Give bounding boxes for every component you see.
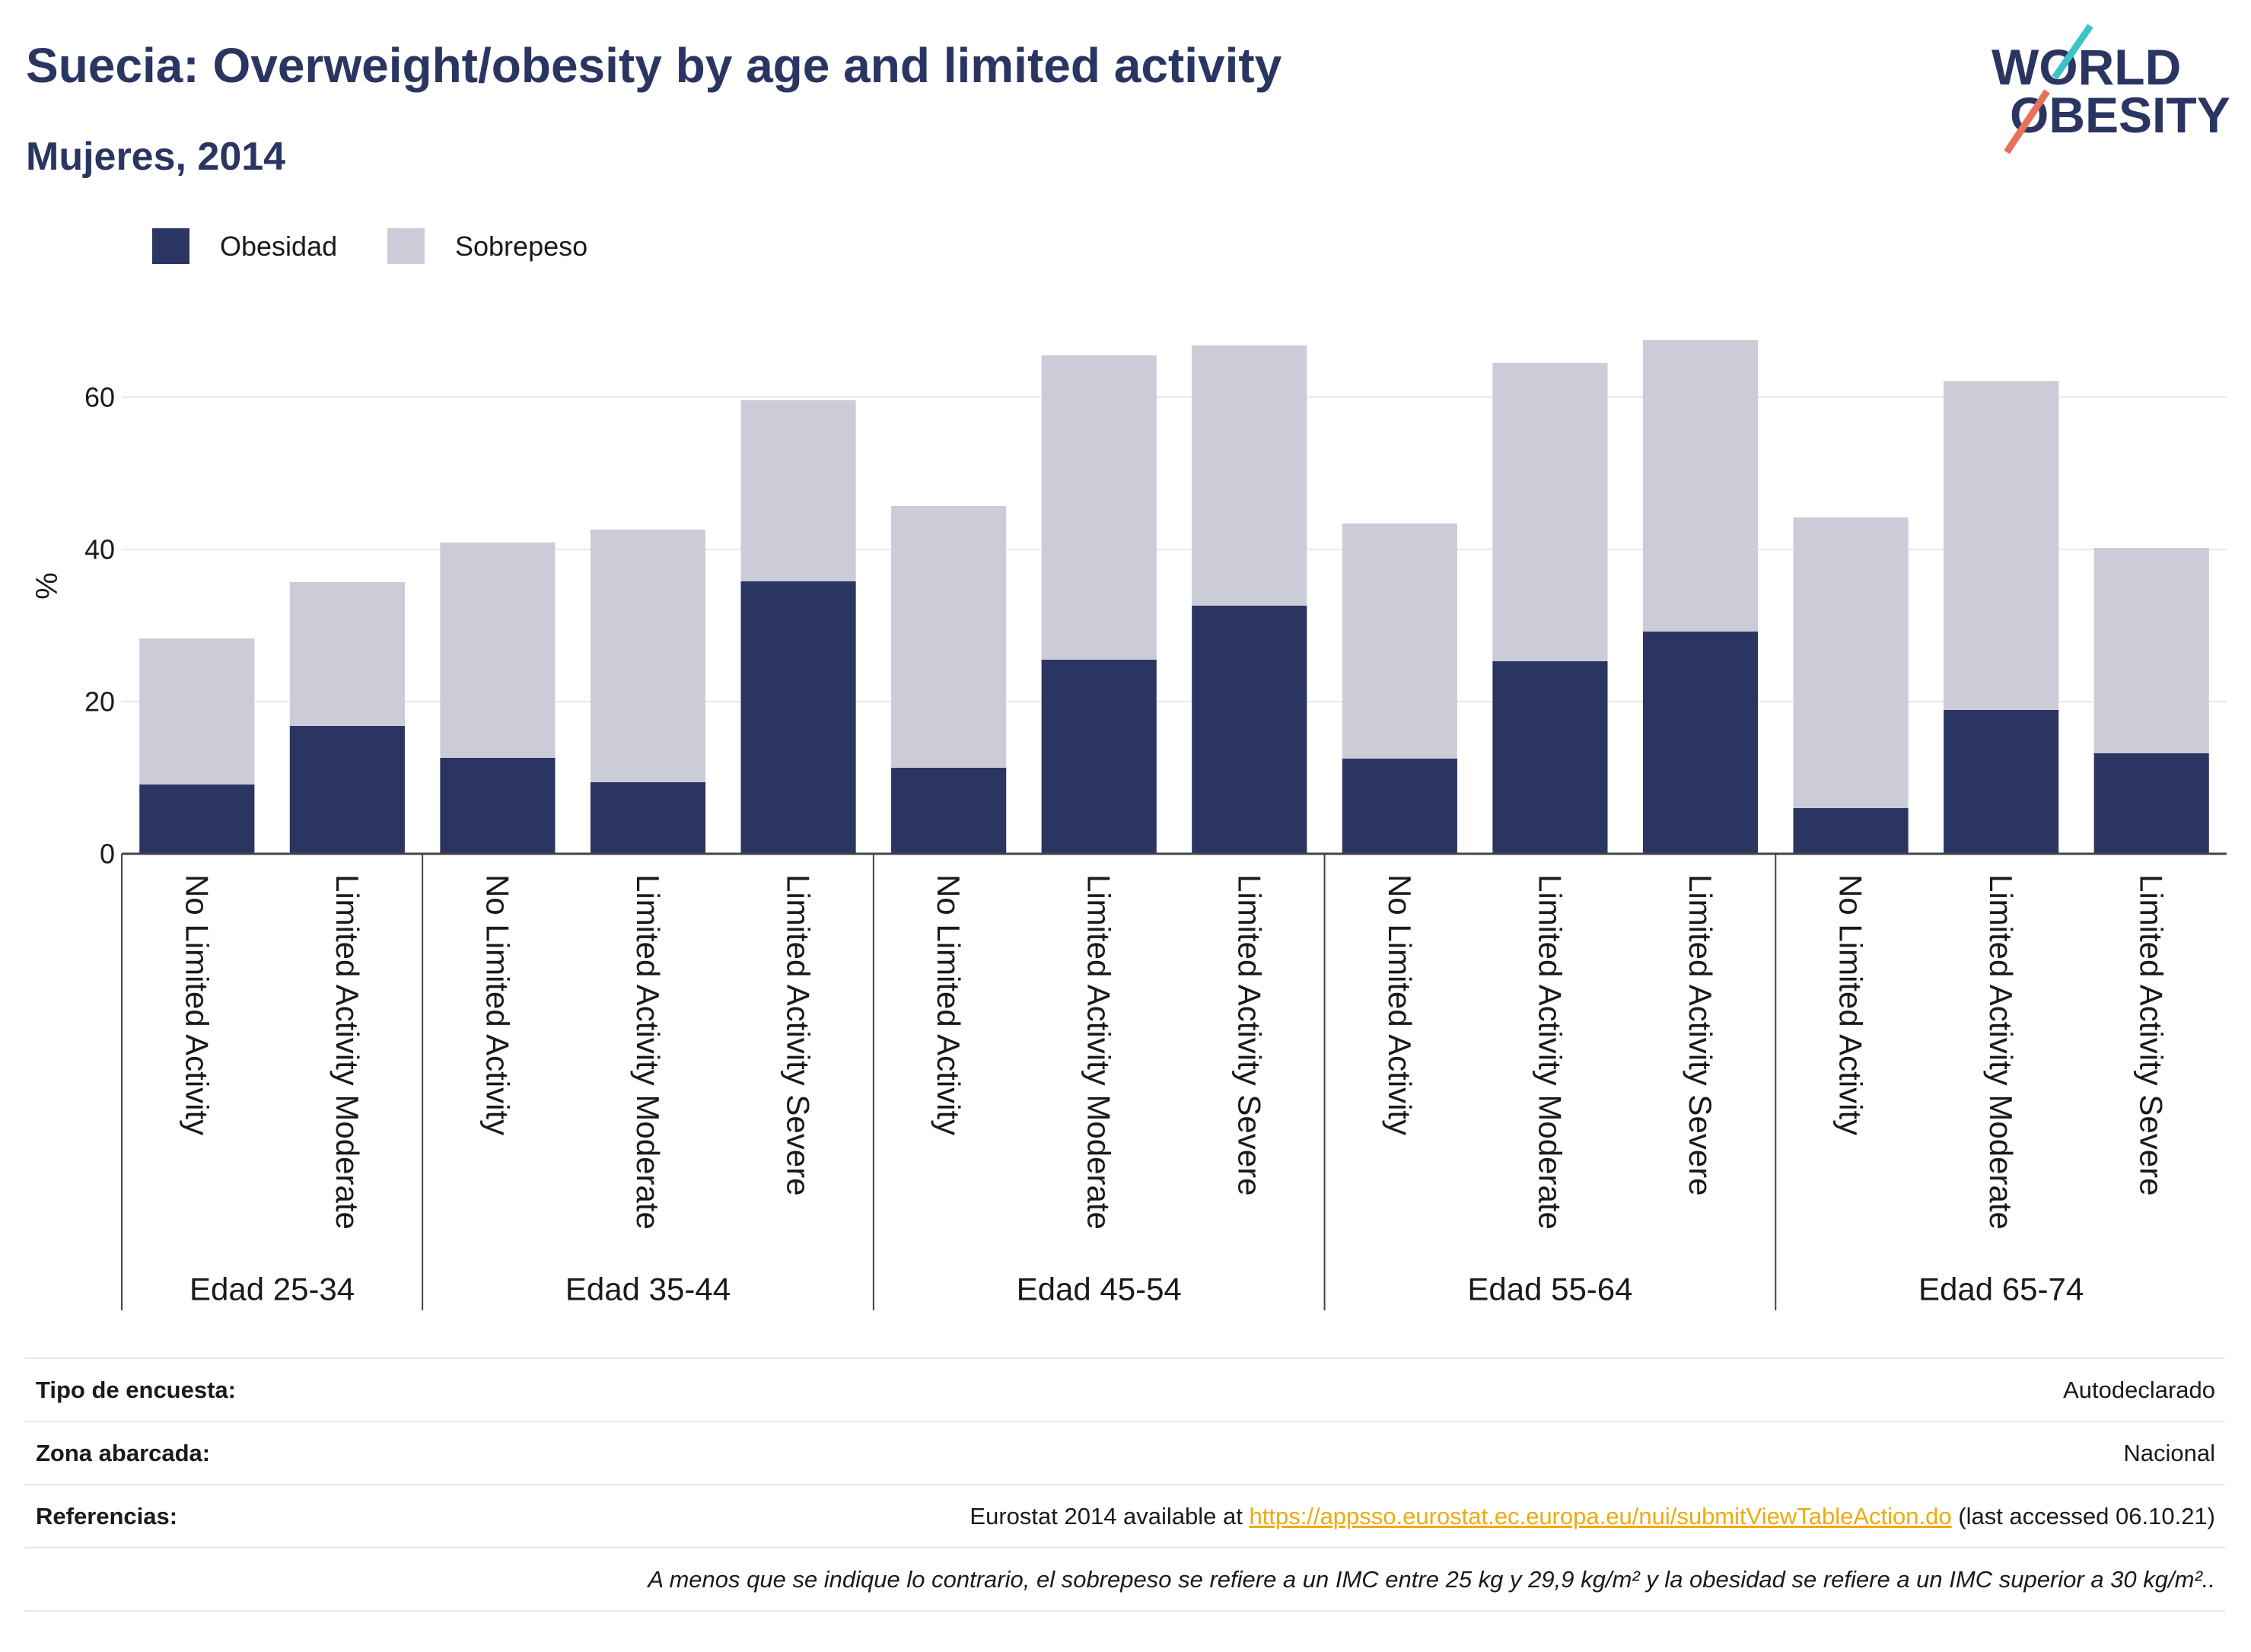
chart-subtitle: Mujeres, 2014 [26,135,286,179]
bar-obesidad-9 [1492,661,1608,854]
gridlines [122,396,2227,702]
bar-obesidad-8 [1342,759,1457,854]
coverage-value: Nacional [2123,1439,2215,1466]
bars [139,340,2209,854]
bar-sobrepeso-13 [2093,548,2209,753]
x-group-label: Edad 65-74 [1918,1272,2084,1307]
references-value: Eurostat 2014 available at https://appss… [969,1503,2215,1530]
bar-obesidad-5 [891,768,1007,854]
x-group-label: Edad 35-44 [565,1272,731,1307]
bar-sobrepeso-10 [1642,340,1759,632]
legend-swatch-sobrepeso [387,228,425,264]
x-category-label: No Limited Activity [179,874,215,1135]
world-obesity-logo: WORLD OBESITY [1992,24,2230,154]
x-category-label: Limited Activity Moderate [1983,874,2019,1230]
survey-type-value: Autodeclarado [2063,1376,2215,1403]
x-category-label: Limited Activity Severe [1231,874,1267,1196]
bar-sobrepeso-0 [139,638,255,785]
legend-label-obesidad: Obesidad [220,230,338,262]
y-tick-label: 20 [84,686,115,718]
x-group-label: Edad 25-34 [189,1272,355,1307]
definition-note: A menos que se indique lo contrario, el … [648,1565,2215,1593]
logo-slash-top [2052,24,2093,80]
y-axis-title: % [30,572,64,600]
bar-sobrepeso-5 [891,506,1007,768]
legend-label-sobrepeso: Sobrepeso [455,230,588,262]
x-category-label: No Limited Activity [479,874,515,1135]
y-tick-label: 60 [84,382,115,413]
x-category-label: No Limited Activity [931,874,966,1135]
legend-item-sobrepeso[interactable]: Sobrepeso [387,228,587,264]
x-category-label: Limited Activity Moderate [1532,874,1568,1230]
reference-link[interactable]: https://appsso.eurostat.ec.europa.eu/nui… [1249,1502,1952,1529]
y-tick-label: 40 [84,534,115,565]
bar-sobrepeso-7 [1192,345,1307,606]
bar-obesidad-1 [289,726,405,854]
bar-sobrepeso-1 [289,582,405,726]
bar-obesidad-4 [740,581,856,854]
bar-obesidad-3 [590,782,706,854]
x-category-label: Limited Activity Severe [781,874,817,1196]
references-suffix: (last accessed 06.10.21) [1951,1502,2215,1529]
legend-swatch-obesidad [152,228,189,264]
bar-sobrepeso-2 [440,543,556,758]
bar-obesidad-2 [440,758,556,854]
bar-obesidad-12 [1944,710,2059,854]
coverage-row: Zona abarcada: Nacional [24,1422,2225,1485]
bar-obesidad-13 [2093,753,2209,854]
x-category-label: Limited Activity Severe [1683,874,1718,1196]
x-category-label: No Limited Activity [1833,874,1869,1135]
x-category-label: No Limited Activity [1382,874,1418,1135]
chart-title: Suecia: Overweight/obesity by age and li… [26,38,1282,93]
metadata-table: Tipo de encuesta: Autodeclarado Zona aba… [24,1358,2225,1612]
axes: 0 20 40 60 No Limited Activity Limited Activi… [84,382,2227,1310]
bar-obesidad-6 [1041,660,1157,854]
x-group-label: Edad 55-64 [1467,1272,1632,1307]
references-label: Referencias: [36,1502,178,1529]
bar-sobrepeso-8 [1342,524,1457,759]
x-category-label: Limited Activity Moderate [330,874,365,1230]
logo-line-1: WORLD [1992,39,2181,95]
coverage-label: Zona abarcada: [36,1439,211,1466]
bar-sobrepeso-9 [1492,363,1608,661]
y-tick-label: 0 [100,839,115,870]
bar-sobrepeso-12 [1944,381,2059,710]
survey-type-label: Tipo de encuesta: [36,1376,236,1403]
logo-slash-bottom [2004,89,2050,154]
x-category-label: Limited Activity Moderate [1081,874,1117,1230]
x-group-label: Edad 45-54 [1017,1272,1182,1307]
definition-note-row: A menos que se indique lo contrario, el … [24,1549,2225,1612]
references-row: Referencias: Eurostat 2014 available at … [24,1485,2225,1549]
bar-sobrepeso-6 [1041,355,1157,660]
survey-type-row: Tipo de encuesta: Autodeclarado [24,1359,2225,1422]
bar-sobrepeso-4 [740,400,856,581]
bar-obesidad-11 [1793,808,1909,854]
bar-obesidad-10 [1642,632,1759,854]
x-category-label: Limited Activity Moderate [630,874,666,1230]
legend-item-obesidad[interactable]: Obesidad [152,228,337,264]
references-prefix: Eurostat 2014 available at [969,1502,1250,1529]
x-category-label: Limited Activity Severe [2134,874,2170,1196]
bar-obesidad-7 [1192,606,1307,854]
bar-sobrepeso-3 [590,530,706,782]
bar-sobrepeso-11 [1793,517,1909,808]
bar-obesidad-0 [139,785,255,854]
